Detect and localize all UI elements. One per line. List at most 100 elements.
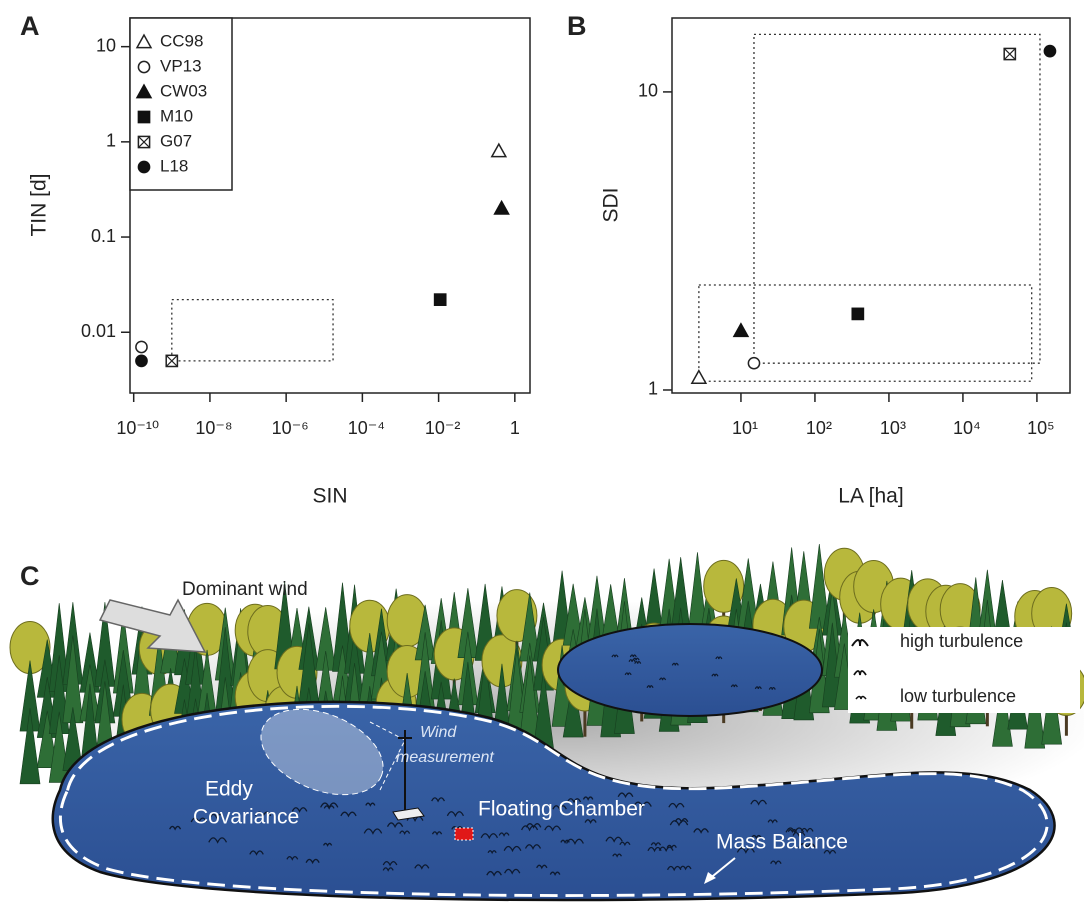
wave [446, 811, 465, 818]
legend-text: high turbulence [900, 631, 1023, 651]
wave [208, 837, 228, 844]
panel-label: A [20, 11, 40, 41]
platform [392, 807, 425, 821]
wave [650, 842, 662, 847]
x-tick-label: 10¹ [732, 418, 758, 438]
range [698, 284, 1033, 382]
main-lake [51, 700, 1056, 902]
y-axis-title: TIN [d] [28, 173, 51, 236]
eddy-label: Eddy [205, 778, 253, 801]
x-tick-label: 10⁴ [953, 418, 981, 438]
wave [629, 654, 637, 658]
wave [674, 818, 689, 824]
waves [169, 654, 837, 877]
y-tick-label: 0.01 [81, 321, 116, 341]
wave [768, 686, 776, 690]
wave [363, 828, 383, 835]
wave [498, 832, 510, 837]
x-axis-title: LA [ha] [838, 485, 903, 508]
wave [711, 673, 719, 677]
pointer [704, 872, 716, 884]
marker-cross [165, 354, 178, 367]
panel-label: C [20, 561, 40, 591]
conifer [36, 710, 58, 768]
x-tick-label: 10⁻¹⁰ [116, 418, 159, 438]
wave [249, 850, 264, 856]
marker [135, 33, 153, 49]
wave [480, 833, 499, 840]
marker [135, 83, 153, 99]
y-tick-label: 1 [106, 131, 116, 151]
wave [431, 797, 446, 803]
wave [605, 836, 623, 843]
wave [552, 805, 567, 811]
wave [792, 831, 806, 837]
small-lake [557, 623, 823, 717]
chart: A 10⁻¹⁰ 10⁻⁸ 10⁻⁶ 10⁻⁴ 10⁻² 1 0.01 0.1 1 10 SIN TIN … [20, 11, 531, 508]
wave [611, 654, 619, 658]
wave [582, 796, 594, 801]
wave [305, 858, 320, 865]
wave [617, 792, 634, 799]
marker [137, 160, 151, 174]
legend-label: L18 [160, 156, 188, 175]
wave [632, 657, 640, 661]
wave [340, 811, 357, 818]
wave-icon [855, 695, 867, 700]
eddy-label: Covariance [193, 806, 299, 829]
legend-label: VP13 [160, 56, 202, 75]
turbulence-legend [848, 627, 1080, 713]
wave [730, 684, 738, 688]
wave [536, 864, 548, 870]
footprint [260, 708, 384, 796]
wave [646, 685, 654, 689]
wave [669, 820, 689, 827]
range [171, 298, 334, 362]
y-tick-label: 1 [648, 379, 658, 399]
y-axis-title: SDI [600, 187, 623, 222]
wave [323, 805, 335, 810]
x-tick-label: 10⁻⁶ [272, 418, 309, 438]
wave [584, 819, 597, 825]
marker [690, 369, 708, 384]
x-tick-label: 10⁻² [425, 418, 461, 438]
chart: B 10¹ 10² 10³ 10⁴ 10⁵ 1 10 LA [ha] SDI [567, 11, 1071, 508]
wave [715, 656, 723, 660]
wave [658, 846, 674, 853]
wave [322, 842, 333, 847]
wave [565, 838, 584, 845]
wave [566, 798, 582, 804]
wave [633, 801, 652, 809]
wave [169, 825, 182, 831]
panel-label: B [567, 11, 587, 41]
marker [493, 199, 510, 215]
wave [487, 850, 497, 855]
wave [399, 830, 411, 836]
wave [386, 822, 404, 829]
wind-measurement: Wind [420, 724, 457, 741]
footprint-line [379, 739, 406, 791]
wave [671, 662, 679, 666]
floating-chamber [454, 827, 474, 841]
wave [659, 677, 667, 681]
marker [732, 322, 750, 338]
wave [525, 823, 542, 829]
wave [798, 843, 817, 850]
range [753, 33, 1041, 364]
wave [634, 661, 642, 664]
marker [1003, 47, 1017, 61]
wave [365, 802, 376, 807]
wave [254, 811, 272, 818]
legend-label: CC98 [160, 31, 203, 50]
marker [137, 135, 151, 149]
conifer [19, 708, 41, 785]
marker [1043, 44, 1057, 58]
marker [137, 110, 151, 124]
x-tick-label: 1 [510, 418, 520, 438]
wave [544, 825, 562, 832]
x-tick-label: 10² [806, 418, 832, 438]
marker [137, 60, 151, 74]
wave [679, 865, 692, 871]
marker [851, 307, 865, 321]
